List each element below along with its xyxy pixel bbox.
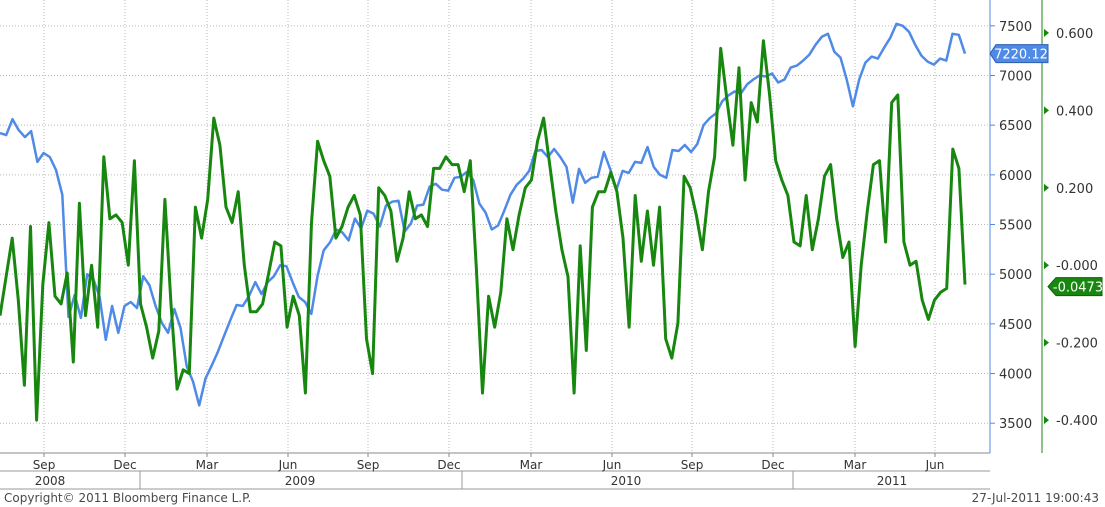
right-tick-label: -0.000 — [1056, 259, 1098, 274]
left-tick-label: 5500 — [999, 219, 1032, 234]
series — [0, 22, 967, 422]
right-tick-label: -0.200 — [1056, 337, 1098, 352]
x-month-label: Mar — [520, 458, 543, 472]
copyright-text: Copyright© 2011 Bloomberg Finance L.P. — [4, 491, 252, 505]
left-tick-label: 7500 — [999, 20, 1032, 35]
left-tick-label: 6000 — [999, 169, 1032, 184]
x-month-label: Jun — [278, 458, 298, 472]
x-year-label: 2008 — [35, 474, 66, 488]
x-month-label: Dec — [761, 458, 784, 472]
x-month-label: Sep — [681, 458, 704, 472]
x-year-label: 2010 — [611, 474, 642, 488]
x-month-label: Sep — [357, 458, 380, 472]
left-tick-label: 4500 — [999, 318, 1032, 333]
right-tick-1 — [1044, 106, 1049, 115]
x-month-label: Jun — [925, 458, 945, 472]
green-last-value-label: -0.0473 — [1053, 281, 1103, 296]
blue-last-value-badge — [989, 44, 1049, 64]
x-month-label: Mar — [844, 458, 867, 472]
timestamp-text: 27-Jul-2011 19:00:43 — [971, 491, 1099, 505]
right-tick-label: 0.400 — [1056, 104, 1093, 119]
grid — [0, 0, 990, 453]
right-tick-0 — [1044, 28, 1049, 37]
left-tick-label: 4000 — [999, 368, 1032, 383]
axes — [0, 0, 1049, 490]
x-month-label: Dec — [113, 458, 136, 472]
right-tick-2 — [1044, 183, 1049, 192]
left-tick-label: 7000 — [999, 70, 1032, 85]
left-tick-label: 3500 — [999, 417, 1032, 432]
right-tick-3 — [1044, 261, 1049, 270]
series-line-0 — [0, 22, 967, 407]
series-line-1 — [0, 39, 967, 422]
x-year-label: 2009 — [285, 474, 316, 488]
green-last-value-badge — [1047, 277, 1103, 297]
x-month-label: Jun — [602, 458, 622, 472]
x-month-label: Mar — [196, 458, 219, 472]
blue-last-value-label: 7220.12 — [994, 48, 1048, 63]
right-tick-label: 0.200 — [1056, 182, 1093, 197]
x-year-label: 2011 — [877, 474, 908, 488]
axis-labels: 3500 4000 4500 5000 5500 6000 6500 7000 7500 0.60… — [33, 20, 1103, 488]
right-tick-5 — [1044, 416, 1049, 425]
right-tick-label: 0.600 — [1056, 27, 1093, 42]
right-tick-label: -0.400 — [1056, 414, 1098, 429]
x-month-label: Sep — [33, 458, 56, 472]
x-month-label: Dec — [437, 458, 460, 472]
left-tick-label: 5000 — [999, 268, 1032, 283]
left-tick-label: 6500 — [999, 119, 1032, 134]
right-tick-4 — [1044, 338, 1049, 347]
